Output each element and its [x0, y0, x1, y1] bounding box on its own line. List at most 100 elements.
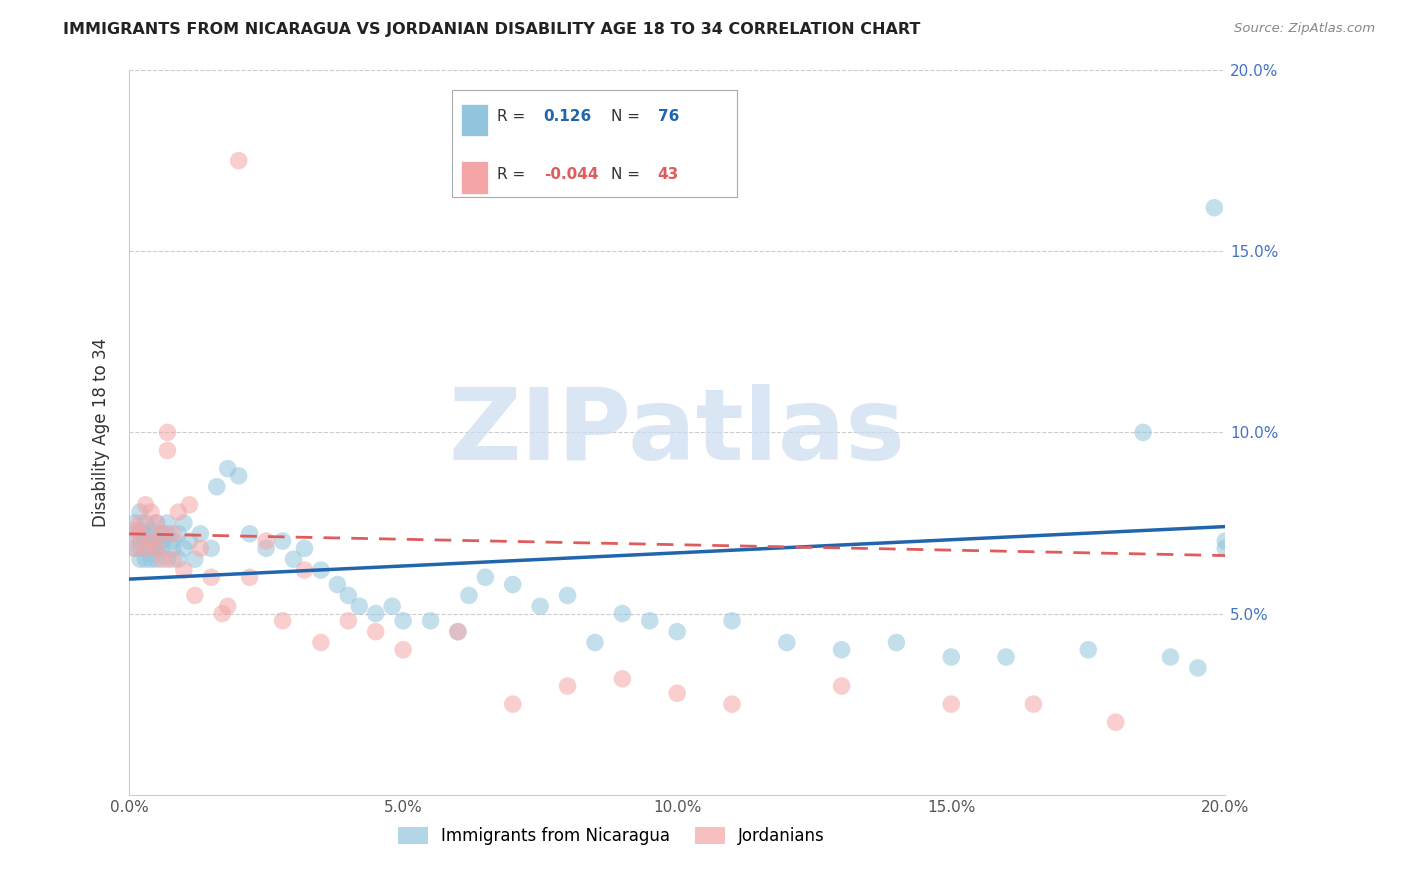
Point	[638, 614, 661, 628]
Point	[200, 570, 222, 584]
Point	[831, 679, 853, 693]
Point	[167, 526, 190, 541]
Point	[294, 563, 316, 577]
Text: IMMIGRANTS FROM NICARAGUA VS JORDANIAN DISABILITY AGE 18 TO 34 CORRELATION CHART: IMMIGRANTS FROM NICARAGUA VS JORDANIAN D…	[63, 22, 921, 37]
Text: R =: R =	[496, 109, 524, 124]
Point	[1105, 715, 1128, 730]
Point	[173, 541, 195, 556]
Point	[124, 523, 146, 537]
Point	[1187, 661, 1209, 675]
Text: 0.126: 0.126	[544, 109, 592, 124]
Point	[184, 552, 207, 566]
Text: N =: N =	[610, 109, 640, 124]
Point	[150, 526, 173, 541]
Point	[150, 526, 173, 541]
Point	[188, 526, 211, 541]
Text: Source: ZipAtlas.com: Source: ZipAtlas.com	[1234, 22, 1375, 36]
Point	[173, 516, 195, 530]
Point	[831, 642, 853, 657]
Point	[162, 534, 184, 549]
Point	[167, 552, 190, 566]
Point	[666, 624, 689, 639]
Point	[179, 534, 201, 549]
Point	[150, 552, 173, 566]
Point	[217, 461, 239, 475]
Point	[294, 541, 316, 556]
Point	[139, 526, 162, 541]
Point	[1159, 650, 1181, 665]
Point	[135, 541, 157, 556]
Point	[139, 523, 162, 537]
Point	[145, 541, 167, 556]
Point	[124, 516, 146, 530]
Point	[1213, 534, 1236, 549]
Text: ZIPatlas: ZIPatlas	[449, 384, 905, 481]
Point	[392, 642, 415, 657]
Point	[150, 541, 173, 556]
Point	[1022, 697, 1045, 711]
Point	[184, 589, 207, 603]
Point	[529, 599, 551, 614]
Point	[381, 599, 404, 614]
Point	[139, 552, 162, 566]
Point	[309, 635, 332, 649]
Point	[666, 686, 689, 700]
Point	[995, 650, 1018, 665]
Point	[145, 516, 167, 530]
Text: R =: R =	[496, 167, 524, 182]
Point	[271, 614, 294, 628]
Point	[135, 541, 157, 556]
Point	[1204, 201, 1226, 215]
Point	[419, 614, 441, 628]
Point	[205, 480, 228, 494]
Point	[1132, 425, 1154, 440]
Point	[124, 526, 146, 541]
Point	[1077, 642, 1099, 657]
Point	[135, 526, 157, 541]
Point	[447, 624, 470, 639]
Point	[156, 425, 179, 440]
Text: 76: 76	[658, 109, 679, 124]
Point	[228, 468, 250, 483]
Point	[135, 552, 157, 566]
Point	[612, 672, 634, 686]
Point	[124, 541, 146, 556]
Point	[326, 577, 349, 591]
Point	[337, 589, 360, 603]
Point	[283, 552, 305, 566]
Point	[129, 526, 152, 541]
Point	[129, 523, 152, 537]
Point	[162, 552, 184, 566]
Point	[1213, 541, 1236, 556]
Point	[167, 505, 190, 519]
Point	[145, 552, 167, 566]
Point	[447, 624, 470, 639]
Text: N =: N =	[610, 167, 640, 182]
Point	[458, 589, 481, 603]
Point	[239, 570, 262, 584]
Point	[941, 650, 963, 665]
Point	[254, 541, 277, 556]
Point	[217, 599, 239, 614]
Point	[239, 526, 262, 541]
Point	[211, 607, 233, 621]
Point	[179, 498, 201, 512]
Point	[337, 614, 360, 628]
Point	[129, 534, 152, 549]
Point	[173, 563, 195, 577]
Point	[129, 516, 152, 530]
Point	[886, 635, 908, 649]
Point	[188, 541, 211, 556]
Point	[364, 624, 387, 639]
Point	[145, 541, 167, 556]
Point	[776, 635, 799, 649]
Point	[145, 534, 167, 549]
Point	[557, 589, 579, 603]
Point	[254, 534, 277, 549]
Point	[309, 563, 332, 577]
Point	[139, 541, 162, 556]
Point	[139, 505, 162, 519]
Point	[392, 614, 415, 628]
Y-axis label: Disability Age 18 to 34: Disability Age 18 to 34	[93, 338, 110, 527]
Point	[721, 614, 744, 628]
